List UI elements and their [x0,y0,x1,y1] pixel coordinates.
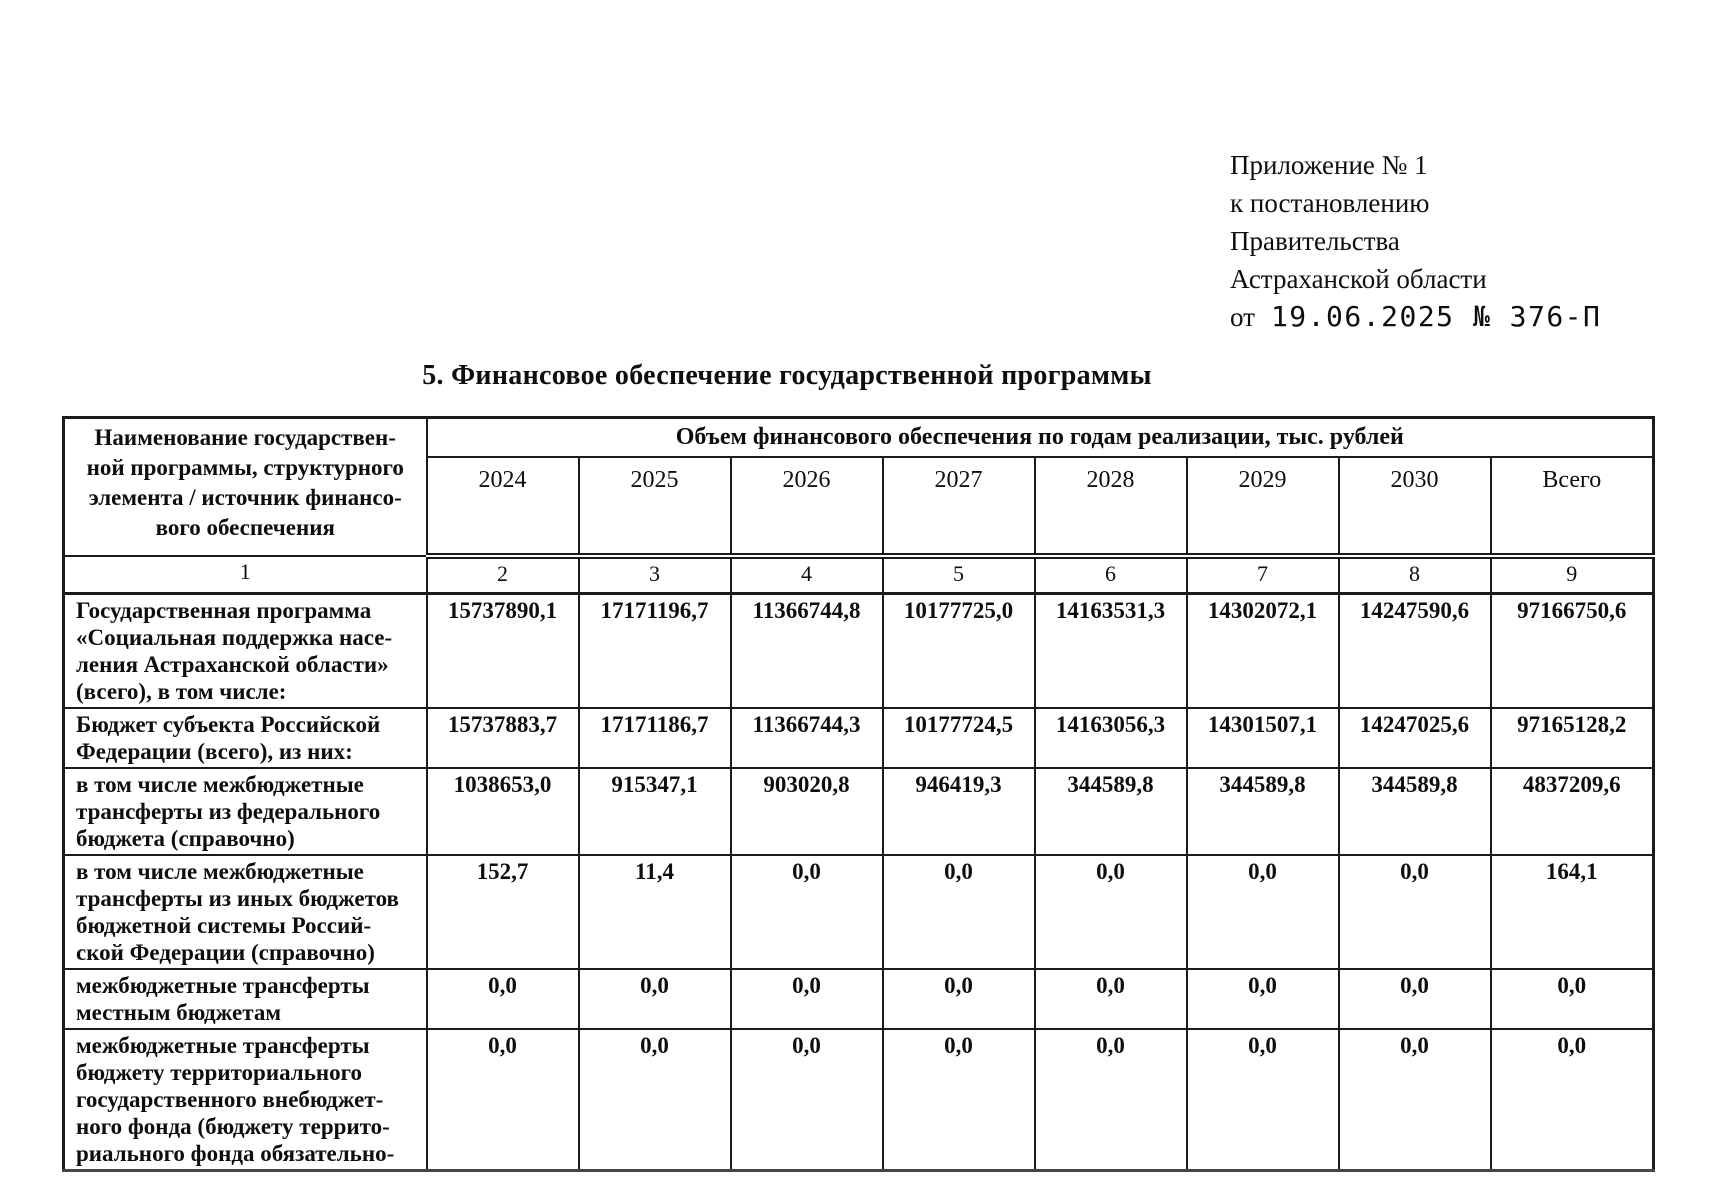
year-header-2030: 2030 [1337,456,1492,559]
value-cell: 344589,8 [1033,767,1188,856]
value-cell: 11366744,8 [729,592,884,709]
year-header-2024: 2024 [425,456,580,559]
appendix-line-3: Правительства [1230,226,1400,256]
appendix-date-value: 19.06.2025 № 376-П [1270,300,1602,333]
appendix-line-4: Астраханской области [1230,264,1487,294]
value-cell: 17171186,7 [577,707,732,769]
value-cell: 17171196,7 [577,592,732,709]
year-header-2028: 2028 [1033,456,1188,559]
value-cell: 14163531,3 [1033,592,1188,709]
value-cell: 14163056,3 [1033,707,1188,769]
year-header-total: Всего [1489,456,1655,559]
value-cell: 0,0 [1337,854,1492,970]
value-cell: 0,0 [577,968,732,1030]
table-row-territorial-fund-transfers: межбюджетные трансферты бюджету территор… [62,1028,1655,1172]
row-label: в том числе межбюджетные трансферты из и… [62,854,428,970]
value-cell: 0,0 [881,968,1036,1030]
value-cell: 0,0 [729,968,884,1030]
value-cell: 97165128,2 [1489,707,1655,769]
value-cell: 14302072,1 [1185,592,1340,709]
table-row-subject-budget: Бюджет субъекта Российской Федерации (вс… [62,707,1655,769]
value-cell: 10177724,5 [881,707,1036,769]
value-cell: 4837209,6 [1489,767,1655,856]
value-cell: 14247025,6 [1337,707,1492,769]
year-header-2027: 2027 [881,456,1036,559]
column-number-9: 9 [1489,555,1655,595]
finance-table: Наименование государствен- ной программы… [62,416,1656,1172]
year-header-2026: 2026 [729,456,884,559]
value-cell: 0,0 [1185,1028,1340,1172]
column-number-6: 6 [1033,555,1188,595]
value-cell: 0,0 [1033,854,1188,970]
value-cell: 0,0 [1337,968,1492,1030]
value-cell: 0,0 [577,1028,732,1172]
value-cell: 97166750,6 [1489,592,1655,709]
value-cell: 0,0 [729,1028,884,1172]
column-number-7: 7 [1185,555,1340,595]
value-cell: 15737890,1 [425,592,580,709]
row-label: межбюджетные трансферты бюджету территор… [62,1028,428,1172]
appendix-line-2: к постановлению [1230,188,1430,218]
value-cell: 11366744,3 [729,707,884,769]
value-cell: 164,1 [1489,854,1655,970]
value-cell: 11,4 [577,854,732,970]
value-cell: 0,0 [1489,1028,1655,1172]
column-header-name: Наименование государствен- ной программы… [62,416,428,557]
value-cell: 0,0 [425,1028,580,1172]
value-cell: 344589,8 [1337,767,1492,856]
value-cell: 903020,8 [729,767,884,856]
value-cell: 0,0 [1489,968,1655,1030]
column-number-3: 3 [577,555,732,595]
value-cell: 0,0 [1185,968,1340,1030]
value-cell: 915347,1 [577,767,732,856]
value-cell: 0,0 [729,854,884,970]
column-number-5: 5 [881,555,1036,595]
header-row-years: 2024 2025 2026 2027 2028 2029 2030 Всего [64,456,1655,559]
row-label: Бюджет субъекта Российской Федерации (вс… [62,707,428,769]
value-cell: 10177725,0 [881,592,1036,709]
row-label: межбюджетные трансферты местным бюджетам [62,968,428,1030]
column-number-1: 1 [62,555,428,595]
table-row-federal-transfers: в том числе межбюджетные трансферты из ф… [62,767,1655,856]
value-cell: 1038653,0 [425,767,580,856]
value-cell: 0,0 [425,968,580,1030]
appendix-date-prefix: от [1230,302,1255,332]
value-cell: 15737883,7 [425,707,580,769]
header-row-span: Наименование государствен- ной программы… [62,416,1655,557]
table-row-program-total: Государственная программа «Социальная по… [62,592,1655,709]
value-cell: 344589,8 [1185,767,1340,856]
table-row-local-budget-transfers: межбюджетные трансферты местным бюджетам… [62,968,1655,1030]
section-title: 5. Финансовое обеспечение государственно… [422,360,1152,391]
column-number-4: 4 [729,555,884,595]
appendix-date-line: от 19.06.2025 № 376-П [1230,298,1601,336]
value-cell: 0,0 [1185,854,1340,970]
appendix-block: Приложение № 1 к постановлению Правитель… [1230,146,1601,336]
value-cell: 152,7 [425,854,580,970]
appendix-line-1: Приложение № 1 [1230,150,1428,180]
row-label: в том числе межбюджетные трансферты из ф… [62,767,428,856]
column-numbers-row: 1 2 3 4 5 6 7 8 9 [62,555,1655,595]
year-header-2029: 2029 [1185,456,1340,559]
table-row-other-budget-transfers: в том числе межбюджетные трансферты из и… [62,854,1655,970]
row-label: Государственная программа «Социальная по… [62,592,428,709]
value-cell: 0,0 [881,854,1036,970]
value-cell: 0,0 [1337,1028,1492,1172]
value-cell: 0,0 [1033,1028,1188,1172]
value-cell: 14301507,1 [1185,707,1340,769]
value-cell: 946419,3 [881,767,1036,856]
value-cell: 0,0 [881,1028,1036,1172]
value-cell: 14247590,6 [1337,592,1492,709]
column-number-2: 2 [425,555,580,595]
value-cell: 0,0 [1033,968,1188,1030]
year-header-2025: 2025 [577,456,732,559]
column-header-volume: Объем финансового обеспечения по годам р… [425,416,1655,458]
column-number-8: 8 [1337,555,1492,595]
